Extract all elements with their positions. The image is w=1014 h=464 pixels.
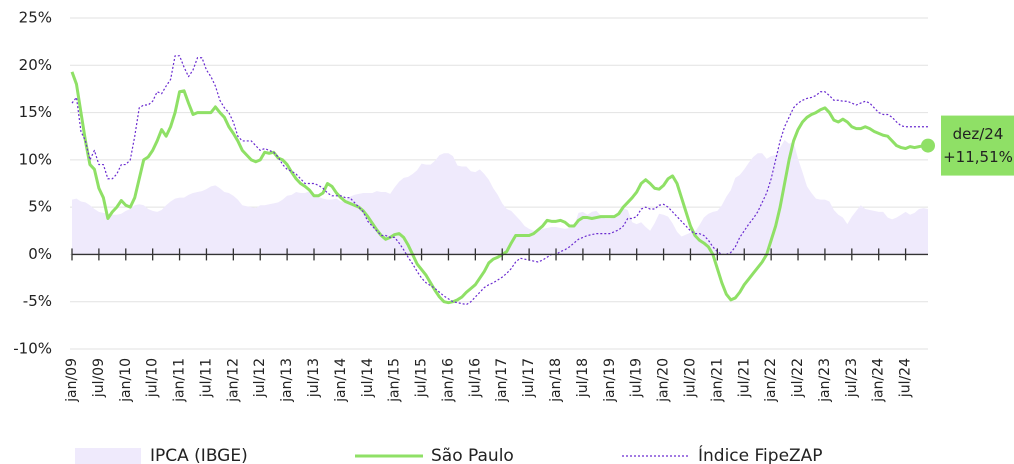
x-tick-label: jan/19: [602, 358, 618, 403]
line: [71, 55, 928, 306]
line: [70, 71, 929, 305]
x-tick-label: jul/11: [198, 358, 214, 398]
x-tick-label: jul/20: [682, 358, 698, 398]
legend-swatch: [75, 448, 141, 464]
x-tick-label: jan/15: [387, 358, 403, 403]
area: [72, 139, 928, 255]
y-tick-label: -5%: [23, 292, 52, 310]
x-tick-label: jul/10: [145, 358, 161, 398]
x-tick-label: jan/16: [440, 358, 456, 403]
y-tick-label: 20%: [19, 56, 52, 74]
x-tick-label: jan/24: [871, 358, 887, 403]
x-tick-label: jan/12: [225, 358, 241, 403]
x-tick-label: jan/13: [279, 358, 295, 403]
y-tick-label: 10%: [19, 150, 52, 168]
end-label-box: [941, 115, 1014, 176]
x-tick-label: jul/12: [252, 358, 268, 398]
end-label-date: dez/24: [953, 125, 1004, 143]
x-tick-label: jul/18: [575, 358, 591, 398]
x-tick-label: jul/22: [790, 358, 806, 398]
y-tick-label: 5%: [28, 198, 52, 216]
x-tick-label: jul/13: [306, 358, 322, 398]
x-tick-label: jan/10: [118, 358, 134, 403]
end-label-value: +11,51%: [943, 148, 1013, 166]
x-tick-label: jan/18: [548, 358, 564, 403]
legend-label: IPCA (IBGE): [150, 446, 248, 464]
x-tick-label: jul/16: [467, 358, 483, 398]
x-tick-label: jul/15: [414, 358, 430, 398]
y-tick-label: 15%: [19, 103, 52, 121]
legend-label: São Paulo: [431, 446, 514, 464]
x-tick-label: jul/23: [844, 358, 860, 398]
x-tick-label: jan/22: [763, 358, 779, 403]
end-point: [921, 138, 935, 153]
x-tick-label: jan/09: [64, 358, 80, 403]
x-tick-label: jul/19: [629, 358, 645, 398]
x-tick-label: jul/24: [898, 358, 914, 398]
x-tick-label: jul/09: [91, 358, 107, 398]
legend-label: Índice FipeZAP: [698, 444, 823, 464]
x-tick-label: jan/23: [817, 358, 833, 403]
x-tick-label: jan/14: [333, 358, 349, 403]
x-tick-label: jul/21: [736, 358, 752, 398]
x-tick-label: jan/20: [656, 358, 672, 403]
y-tick-label: 0%: [28, 245, 52, 263]
x-tick-label: jan/17: [494, 358, 510, 403]
y-tick-label: 25%: [19, 9, 52, 27]
x-tick-label: jul/14: [360, 358, 376, 398]
y-tick-label: -10%: [13, 340, 52, 358]
x-tick-label: jul/17: [521, 358, 537, 398]
x-tick-label: jan/11: [172, 358, 188, 403]
x-tick-label: jan/21: [709, 358, 725, 403]
